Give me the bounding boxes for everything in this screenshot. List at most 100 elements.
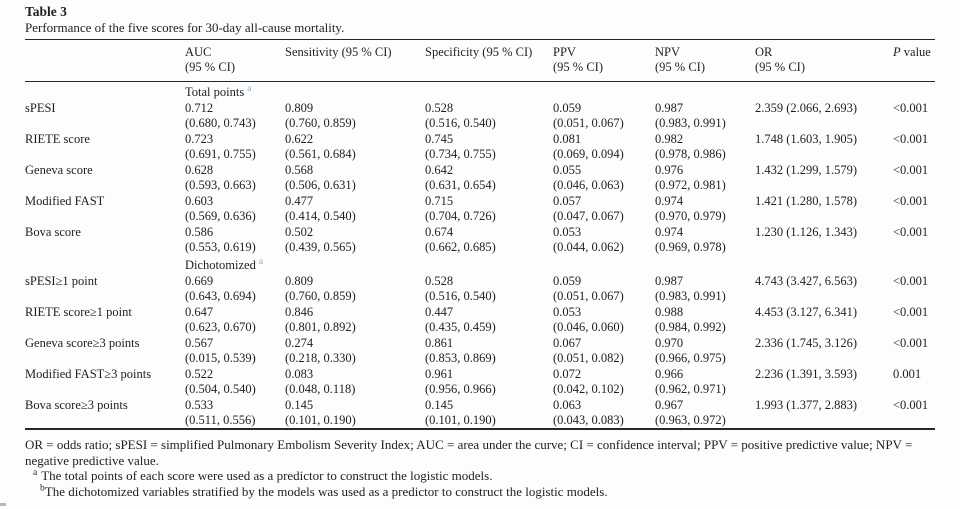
cell-sens: 0.145 (0.101, 0.190) [285, 397, 425, 429]
cell-value: 0.861 [425, 336, 454, 350]
cell-ci: (0.561, 0.684) [285, 147, 356, 161]
table-row: sPESI 0.712 (0.680, 0.743) 0.809 (0.760, 0.8… [25, 100, 935, 131]
cell-ci: (0.983, 0.991) [655, 289, 726, 303]
cell-p: <0.001 [893, 398, 929, 412]
cell-value: 0.974 [655, 194, 684, 208]
footnote-link[interactable]: a [258, 256, 264, 267]
cell-ci: (0.662, 0.685) [425, 240, 496, 254]
section-label: Dichotomized [185, 258, 256, 272]
cell-ci: (0.853, 0.869) [425, 351, 496, 365]
italic-p: P [893, 45, 901, 59]
cell-ci: (0.042, 0.102) [553, 382, 624, 396]
header-line1: PPV [553, 45, 576, 59]
cell-value: 0.586 [185, 225, 214, 239]
header-or: OR (95 % CI) [755, 39, 893, 82]
cell-or: 2.236 (1.391, 3.593) [755, 367, 858, 381]
footnote-link[interactable]: a [247, 83, 252, 94]
cell-value: 0.274 [285, 336, 314, 350]
cell-sens: 0.622 (0.561, 0.684) [285, 131, 425, 162]
cell-spec: 0.447 (0.435, 0.459) [425, 304, 553, 335]
cell-value: 0.987 [655, 274, 684, 288]
cell-value: 0.642 [425, 163, 454, 177]
header-npv: NPV (95 % CI) [655, 39, 755, 82]
cell-p: <0.001 [893, 194, 929, 208]
header-line1: Specificity (95 % CI) [425, 45, 533, 59]
cell-ci: (0.978, 0.986) [655, 147, 726, 161]
cell-auc: 0.567 (0.015, 0.539) [185, 335, 285, 366]
cell-ci: (0.439, 0.565) [285, 240, 356, 254]
row-label: RIETE score [25, 132, 90, 146]
section-header-row: Dichotomized a [25, 255, 935, 273]
cell-ci: (0.970, 0.979) [655, 209, 726, 223]
header-line2: (95 % CI) [553, 60, 603, 74]
cell-value: 0.063 [553, 398, 582, 412]
cell-sens: 0.477 (0.414, 0.540) [285, 193, 425, 224]
cell-ci: (0.044, 0.062) [553, 240, 624, 254]
cell-ci: (0.101, 0.190) [285, 413, 356, 427]
cell-sens: 0.846 (0.801, 0.892) [285, 304, 425, 335]
section-spacer-cell [25, 255, 185, 273]
cell-value: 0.628 [185, 163, 214, 177]
cell-value: 0.982 [655, 132, 684, 146]
cell-ci: (0.069, 0.094) [553, 147, 624, 161]
cell-value: 0.712 [185, 101, 214, 115]
cell-value: 0.528 [425, 101, 454, 115]
cell-spec: 0.715 (0.704, 0.726) [425, 193, 553, 224]
cell-ci: (0.506, 0.631) [285, 178, 356, 192]
cell-ci: (0.051, 0.082) [553, 351, 624, 365]
cell-value: 0.502 [285, 225, 314, 239]
cell-value: 0.447 [425, 305, 454, 319]
cell-auc: 0.628 (0.593, 0.663) [185, 162, 285, 193]
cell-spec: 0.528 (0.516, 0.540) [425, 100, 553, 131]
footnote-a: a The total points of each score were use… [25, 468, 935, 484]
cell-ci: (0.643, 0.694) [185, 289, 256, 303]
cell-ppv: 0.059 (0.051, 0.067) [553, 273, 655, 304]
cell-spec: 0.674 (0.662, 0.685) [425, 224, 553, 255]
header-line1: P value [893, 45, 931, 59]
cell-ppv: 0.067 (0.051, 0.082) [553, 335, 655, 366]
cell-sens: 0.568 (0.506, 0.631) [285, 162, 425, 193]
cell-sens: 0.502 (0.439, 0.565) [285, 224, 425, 255]
cell-ci: (0.511, 0.556) [185, 413, 256, 427]
cell-ci: (0.553, 0.619) [185, 240, 256, 254]
cell-value: 0.059 [553, 101, 582, 115]
abbreviations-note: OR = odds ratio; sPESI = simplified Pulm… [25, 437, 913, 468]
cell-ci: (0.623, 0.670) [185, 320, 256, 334]
table-row: sPESI≥1 point 0.669 (0.643, 0.694) 0.809 (0.… [25, 273, 935, 304]
cell-value: 0.967 [655, 398, 684, 412]
cell-ci: (0.101, 0.190) [425, 413, 496, 427]
cell-value: 0.976 [655, 163, 684, 177]
cell-ci: (0.051, 0.067) [553, 116, 624, 130]
cell-ci: (0.046, 0.063) [553, 178, 624, 192]
cell-or: 1.230 (1.126, 1.343) [755, 225, 858, 239]
cell-value: 0.145 [425, 398, 454, 412]
section-header-cell: Total points a [185, 82, 935, 101]
cell-ci: (0.956, 0.966) [425, 382, 496, 396]
row-label: Geneva score [25, 163, 93, 177]
cell-ci: (0.043, 0.083) [553, 413, 624, 427]
cell-value: 0.477 [285, 194, 314, 208]
table-row: Modified FAST≥3 points 0.522 (0.504, 0.540… [25, 366, 935, 397]
cell-p: <0.001 [893, 305, 929, 319]
header-line2: (95 % CI) [755, 60, 805, 74]
cell-sens: 0.809 (0.760, 0.859) [285, 100, 425, 131]
cell-value: 0.723 [185, 132, 214, 146]
header-p: P value [893, 39, 935, 82]
header-line1: OR [755, 45, 773, 59]
cell-ppv: 0.059 (0.051, 0.067) [553, 100, 655, 131]
section-spacer-cell [25, 82, 185, 101]
cell-ci: (0.963, 0.972) [655, 413, 726, 427]
header-row: AUC (95 % CI) Sensitivity (95 % CI) Specifi… [25, 39, 935, 82]
cell-value: 0.974 [655, 225, 684, 239]
cell-auc: 0.647 (0.623, 0.670) [185, 304, 285, 335]
cell-ci: (0.969, 0.978) [655, 240, 726, 254]
cell-value: 0.072 [553, 367, 582, 381]
cell-value: 0.059 [553, 274, 582, 288]
paper-page: Table 3 Performance of the five scores f… [25, 4, 935, 499]
cell-ci: (0.801, 0.892) [285, 320, 356, 334]
section-label: Total points [185, 85, 245, 99]
row-label: sPESI [25, 101, 56, 115]
cell-value: 0.846 [285, 305, 314, 319]
cell-value: 0.568 [285, 163, 314, 177]
table-row: RIETE score≥1 point 0.647 (0.623, 0.670) 0.… [25, 304, 935, 335]
